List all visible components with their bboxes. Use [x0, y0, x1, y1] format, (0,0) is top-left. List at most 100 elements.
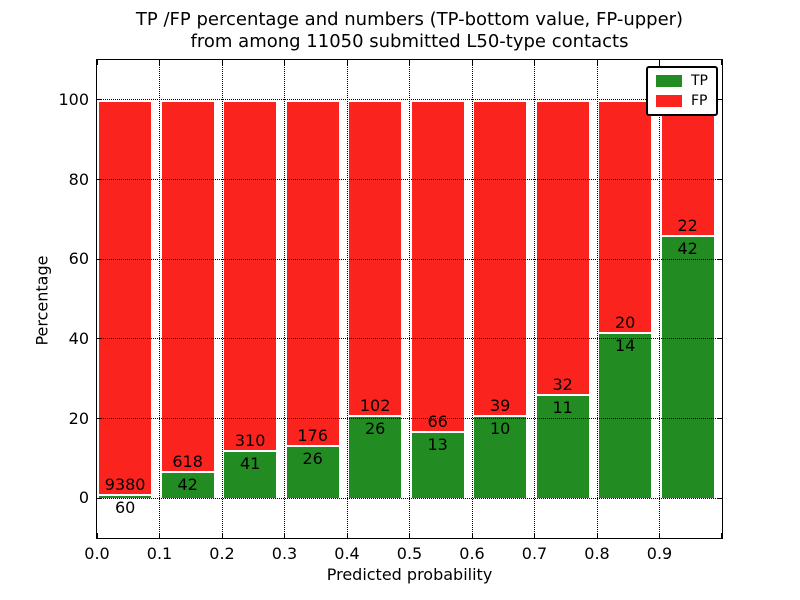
x-tick-mark: [96, 533, 98, 538]
gridline-vertical: [659, 60, 660, 538]
x-tick-mark: [659, 60, 660, 65]
y-tick-mark: [97, 99, 102, 101]
tp-bar-segment: [97, 495, 154, 499]
fp-bar-segment: [409, 99, 466, 433]
y-axis-label: Percentage: [32, 255, 52, 346]
gridline-vertical: [221, 60, 223, 538]
gridline-vertical: [471, 60, 473, 538]
fp-bar-segment: [659, 99, 716, 237]
x-tick-label: 0.6: [459, 544, 485, 563]
x-tick-mark: [471, 533, 473, 538]
y-tick-label: 60: [68, 249, 89, 269]
tp-count-label: 11: [552, 398, 573, 418]
tp-bar-segment: [409, 432, 466, 499]
y-tick-mark: [717, 497, 722, 499]
tp-bar-segment: [284, 446, 341, 499]
x-tick-label: 0.5: [396, 544, 423, 563]
x-tick-mark: [659, 533, 660, 538]
fp-bar-segment: [347, 99, 404, 418]
fp-count-label: 176: [297, 425, 328, 445]
x-tick-mark: [720, 60, 722, 65]
x-tick-mark: [159, 60, 160, 65]
x-tick-label: 0.3: [271, 544, 298, 563]
fp-bar-segment: [222, 99, 279, 452]
x-tick-label: 0.7: [521, 544, 548, 563]
x-tick-mark: [159, 533, 160, 538]
gridline-vertical: [409, 60, 410, 538]
x-tick-label: 0.2: [209, 544, 235, 563]
y-tick-label: 40: [68, 328, 89, 348]
tp-count-label: 10: [489, 418, 511, 438]
y-tick-mark: [97, 418, 102, 419]
fp-count-label: 22: [677, 215, 698, 235]
gridline-vertical: [596, 60, 598, 538]
fp-count-label: 9380: [104, 474, 146, 494]
x-tick-mark: [720, 533, 722, 538]
y-tick-mark: [717, 99, 722, 101]
gridline-vertical: [346, 60, 348, 538]
y-tick-label: 20: [68, 408, 89, 428]
x-tick-mark: [284, 60, 285, 65]
y-tick-mark: [717, 418, 722, 419]
gridline-vertical: [159, 60, 160, 538]
tp-bar-segment: [222, 451, 279, 499]
tp-count-label: 13: [427, 434, 448, 454]
y-tick-label: 80: [68, 169, 89, 189]
tp-bar-segment: [347, 417, 404, 499]
x-tick-mark: [221, 533, 223, 538]
tp-bar-segment: [659, 236, 716, 499]
plot-area: 9380 60 618 42 310 41 176 26 102 26 66 13 39 10 32 11 20…: [96, 59, 723, 539]
y-tick-mark: [717, 179, 722, 180]
fp-count-label: 310: [234, 430, 266, 450]
x-tick-mark: [409, 533, 410, 538]
x-tick-mark: [534, 533, 535, 538]
x-axis-label: Predicted probability: [326, 565, 493, 584]
fp-bar-segment: [534, 99, 591, 397]
y-tick-mark: [97, 338, 102, 340]
tp-count-label: 26: [364, 419, 386, 439]
tp-bar-segment: [534, 396, 591, 499]
tp-bar-segment: [597, 334, 654, 499]
tp-bar-segment: [472, 416, 529, 499]
fp-count-label: 32: [552, 375, 573, 395]
y-tick-mark: [97, 258, 102, 260]
tp-count-label: 42: [677, 238, 698, 258]
x-tick-mark: [346, 533, 348, 538]
x-tick-label: 0.4: [334, 544, 360, 563]
x-tick-label: 0.8: [584, 544, 610, 563]
x-tick-mark: [596, 60, 598, 65]
tp-count-label: 26: [302, 448, 323, 468]
x-tick-mark: [346, 60, 348, 65]
tp-count-label: 41: [239, 453, 261, 473]
chart-title-line2: from among 11050 submitted L50-type cont…: [190, 31, 629, 52]
legend: TP FP: [646, 66, 718, 116]
fp-count-label: 39: [489, 395, 511, 415]
legend-item-fp: FP: [656, 93, 708, 109]
x-tick-mark: [471, 60, 473, 65]
gridline-vertical: [534, 60, 535, 538]
x-tick-mark: [596, 533, 598, 538]
x-tick-mark: [221, 60, 223, 65]
fp-count-label: 66: [427, 411, 448, 431]
fp-bar-segment: [97, 99, 154, 496]
fp-count-label: 20: [614, 313, 636, 333]
legend-swatch-tp: [656, 75, 682, 87]
x-tick-mark: [534, 60, 535, 65]
fp-bar-segment: [159, 99, 216, 473]
tp-count-label: 60: [114, 497, 136, 517]
tp-count-label: 42: [177, 474, 198, 494]
legend-label-tp: TP: [691, 73, 708, 89]
x-tick-label: 0.0: [84, 544, 110, 563]
x-tick-label: 0.9: [646, 544, 673, 563]
y-tick-mark: [97, 179, 102, 180]
y-tick-label: 100: [58, 89, 89, 109]
y-tick-mark: [97, 497, 102, 499]
tp-bar-segment: [159, 472, 216, 499]
chart-title: TP /FP percentage and numbers (TP-bottom…: [96, 9, 723, 53]
legend-item-tp: TP: [656, 73, 708, 89]
x-tick-mark: [96, 60, 98, 65]
tp-count-label: 14: [614, 336, 636, 356]
fp-count-label: 618: [172, 451, 203, 471]
fp-bar-segment: [597, 99, 654, 335]
